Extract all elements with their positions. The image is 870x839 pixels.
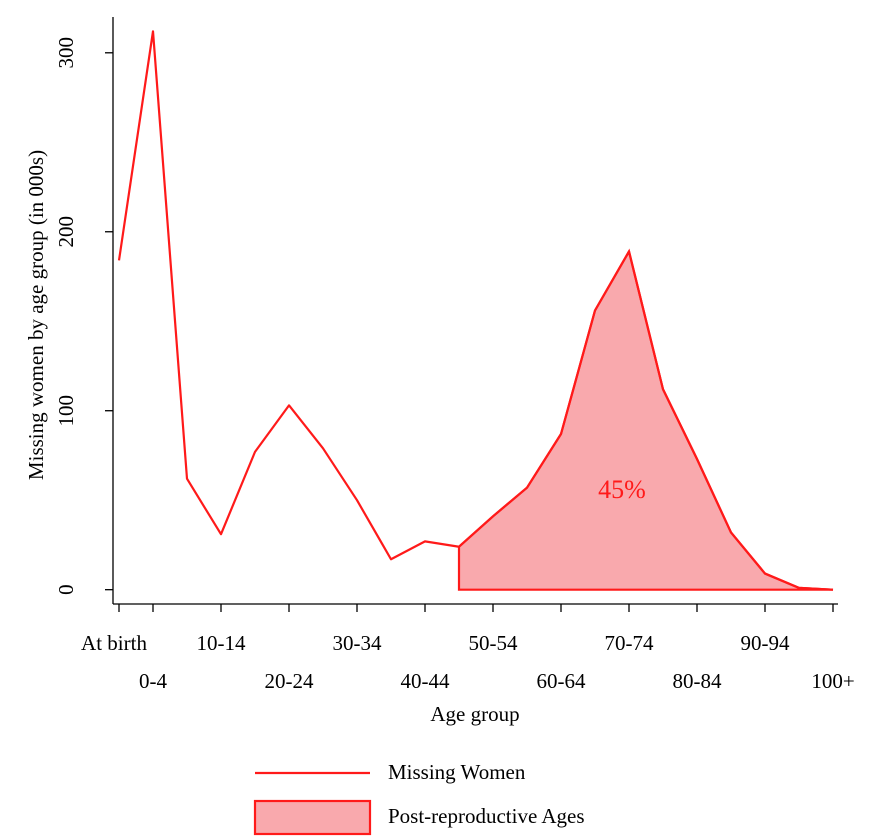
line: [117, 30, 834, 591]
x-tick-label: 0-4: [139, 669, 167, 693]
x-tick-label: 70-74: [605, 631, 654, 655]
x-tick-label: 10-14: [197, 631, 246, 655]
x-axis-title: Age group: [430, 702, 519, 726]
annotation: 45%: [598, 475, 646, 504]
x-tick-label: 30-34: [333, 631, 382, 655]
x-tick-label: 20-24: [265, 669, 314, 693]
x-tick-label: 40-44: [401, 669, 450, 693]
x-tick-label: 60-64: [537, 669, 586, 693]
legend-swatch: [253, 799, 372, 836]
y-tick-label: 100: [54, 395, 78, 427]
area: [457, 248, 834, 591]
y-tick-label: 300: [54, 37, 78, 68]
legend-label: Post-reproductive Ages: [388, 804, 585, 828]
x-tick-label: 100+: [811, 669, 854, 693]
y-axis-title: Missing women by age group (in 000s): [24, 150, 48, 480]
y-tick-label: 200: [54, 216, 78, 248]
legend-label: Missing Women: [388, 760, 526, 784]
x-tick-label: At birth: [81, 631, 147, 655]
x-tick-label: 90-94: [741, 631, 790, 655]
x-tick-label: 50-54: [469, 631, 518, 655]
x-tick-label: 80-84: [673, 669, 722, 693]
y-tick-label: 0: [54, 584, 78, 595]
